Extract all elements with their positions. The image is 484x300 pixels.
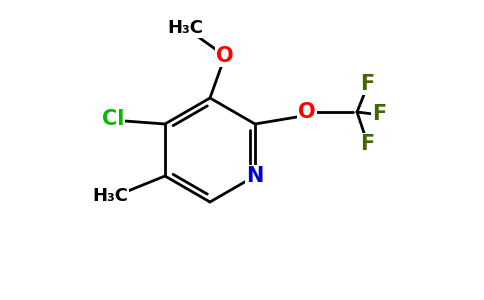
- Text: H₃C: H₃C: [92, 187, 128, 205]
- Text: O: O: [298, 102, 316, 122]
- Text: N: N: [246, 166, 264, 186]
- Text: F: F: [360, 134, 374, 154]
- Text: F: F: [372, 104, 386, 124]
- Text: F: F: [360, 74, 374, 94]
- Text: Cl: Cl: [102, 109, 124, 129]
- Text: O: O: [216, 46, 234, 66]
- Text: H₃C: H₃C: [167, 19, 203, 37]
